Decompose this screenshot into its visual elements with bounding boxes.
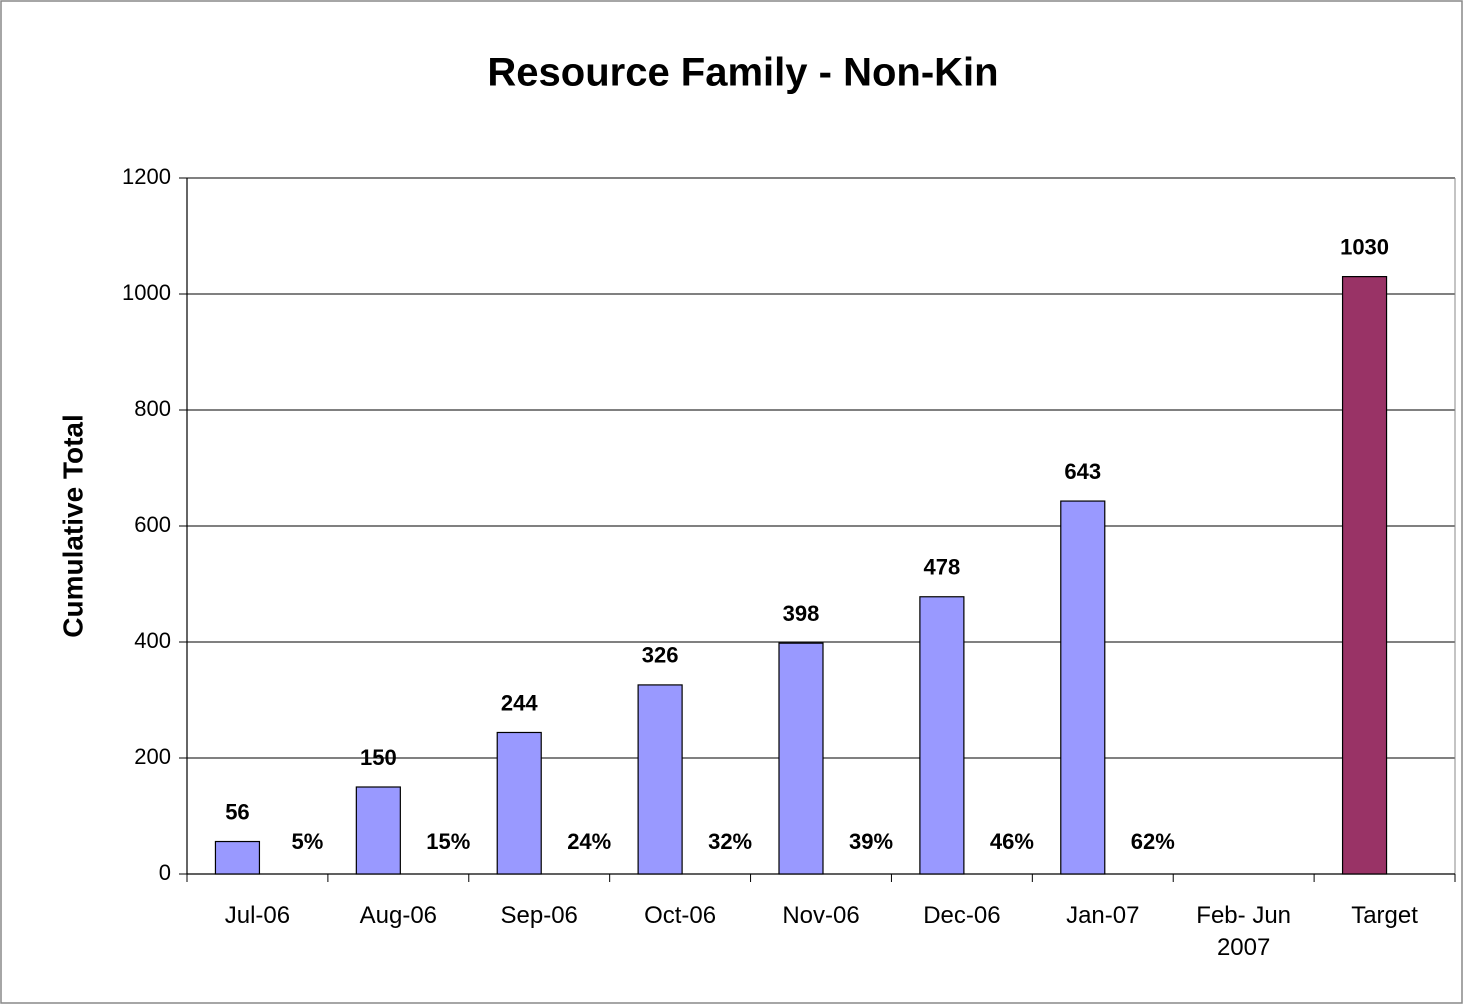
bar xyxy=(214,840,261,875)
bar xyxy=(355,786,401,875)
x-tick-label: Target xyxy=(1351,902,1418,929)
y-tick-label: 200 xyxy=(134,744,171,769)
y-tick-label: 800 xyxy=(134,396,171,421)
value-label: 326 xyxy=(642,643,679,668)
percent-label: 62% xyxy=(1131,829,1175,854)
value-label: 643 xyxy=(1064,459,1101,484)
y-axis-label: Cumulative Total xyxy=(57,414,88,638)
chart-title: Resource Family - Non-Kin xyxy=(487,51,998,95)
bar xyxy=(496,731,542,875)
percent-label: 32% xyxy=(708,829,752,854)
y-tick-label: 0 xyxy=(159,860,171,885)
percent-label: 15% xyxy=(426,829,470,854)
x-tick-label: Dec-06 xyxy=(923,902,1001,929)
bar xyxy=(1060,500,1106,875)
percent-label: 5% xyxy=(292,829,324,854)
x-tick-label: Aug-06 xyxy=(359,902,438,929)
percent-label: 39% xyxy=(849,829,893,854)
bar xyxy=(637,684,683,875)
y-tick-label: 1000 xyxy=(122,280,171,305)
bar xyxy=(1341,276,1388,875)
value-label: 478 xyxy=(924,555,961,580)
x-tick-label: Feb- Jun 2007 xyxy=(1196,902,1292,961)
x-tick-label: Jan-07 xyxy=(1066,902,1140,929)
value-label: 56 xyxy=(225,799,249,824)
x-tick-label: Oct-06 xyxy=(644,902,717,929)
y-tick-label: 600 xyxy=(134,512,171,537)
value-label: 398 xyxy=(783,601,820,626)
y-tick-label: 1200 xyxy=(122,164,171,189)
percent-label: 46% xyxy=(990,829,1034,854)
x-tick-label: Jul-06 xyxy=(224,902,291,929)
percent-label: 24% xyxy=(567,829,611,854)
bar xyxy=(919,596,965,875)
value-label: 150 xyxy=(360,745,397,770)
value-label: 1030 xyxy=(1340,234,1389,259)
y-tick-label: 400 xyxy=(134,628,171,653)
bar xyxy=(778,642,824,875)
x-tick-label: Nov-06 xyxy=(782,902,860,929)
x-tick-label: Sep-06 xyxy=(500,902,578,929)
value-label: 244 xyxy=(501,690,538,715)
